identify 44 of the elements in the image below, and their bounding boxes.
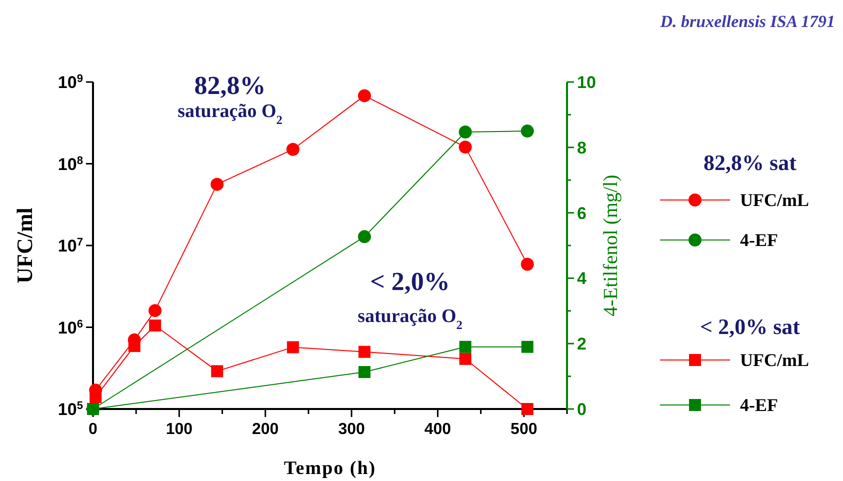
y-tick-label: 10$^{6}$ bbox=[58, 318, 83, 338]
text: D. bruxellensis ISA 1791 bbox=[659, 12, 835, 31]
x-axis-title: Tempo (h) bbox=[284, 458, 376, 479]
y-tick-label: 10$^{9}$ bbox=[58, 73, 83, 92]
point bbox=[149, 320, 162, 332]
x-tick-label: 300 bbox=[338, 421, 365, 438]
y2-tick-label: 0 bbox=[577, 400, 586, 419]
y-tick-label: 10$^{8}$ bbox=[58, 154, 83, 174]
x-tick-label: 0 bbox=[88, 421, 98, 438]
point bbox=[286, 341, 299, 354]
point bbox=[520, 258, 534, 271]
point bbox=[358, 89, 371, 102]
annotation: saturação O$_{2}$ bbox=[358, 306, 462, 332]
x-tick-label: 400 bbox=[424, 421, 452, 438]
y2-tick-label: 2 bbox=[577, 334, 586, 354]
x-tick-label: 100 bbox=[166, 421, 193, 438]
y2-axis-title: 4-Etilfenol (mg/l) bbox=[600, 174, 622, 316]
x-tick-label: 200 bbox=[252, 421, 279, 438]
text: 82,8% sat bbox=[704, 150, 798, 175]
point bbox=[90, 391, 102, 404]
legend-label: UFC/mL bbox=[740, 350, 809, 370]
point bbox=[148, 304, 162, 318]
point bbox=[458, 140, 472, 154]
y2-tick-label: 4 bbox=[577, 269, 587, 288]
point bbox=[286, 142, 300, 156]
point bbox=[358, 346, 370, 358]
legend-label: UFC/mL bbox=[740, 190, 809, 210]
point bbox=[211, 365, 224, 378]
legend-label: 4-EF bbox=[740, 230, 778, 250]
annotation: 82,8% bbox=[194, 71, 266, 100]
y-tick-label: 10$^{5}$ bbox=[58, 400, 83, 419]
annotation: saturação O$_{2}$ bbox=[178, 101, 282, 127]
x-tick-label: 500 bbox=[510, 421, 538, 438]
y-tick-label: 10$^{7}$ bbox=[58, 236, 83, 256]
text: < 2,0% sat bbox=[700, 314, 801, 339]
annotation: < 2,0% bbox=[370, 267, 450, 296]
y2-tick-label: 6 bbox=[577, 204, 586, 223]
legend-label: 4-EF bbox=[740, 395, 778, 415]
y2-tick-label: 10 bbox=[577, 73, 596, 92]
y-axis-title: UFC/ml bbox=[12, 208, 37, 284]
y2-tick-label: 8 bbox=[577, 138, 586, 158]
point bbox=[521, 403, 534, 415]
point bbox=[210, 178, 224, 191]
point bbox=[459, 352, 472, 365]
